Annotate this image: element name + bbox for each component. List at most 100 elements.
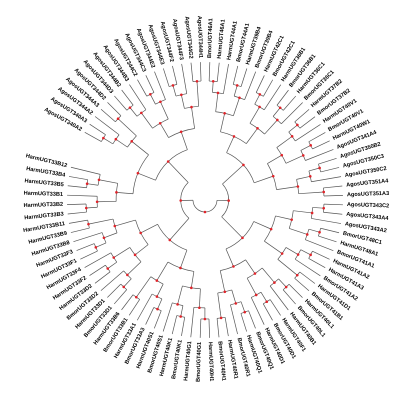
branch: [312, 250, 330, 260]
branch: [199, 288, 201, 308]
leaf-label: BmorUGT46A1: [207, 18, 214, 58]
branch: [285, 247, 299, 255]
node-marker: [140, 111, 143, 115]
branch: [254, 94, 261, 105]
branch: [177, 285, 183, 305]
branch: [127, 261, 142, 276]
node-marker: [241, 236, 244, 240]
branch: [275, 215, 292, 220]
branch: [312, 207, 324, 209]
node-marker: [234, 302, 238, 305]
leaf-label: HarmUGT40G1: [183, 341, 193, 381]
branch: [153, 310, 162, 329]
branch: [76, 243, 95, 251]
branch: [154, 71, 166, 100]
branch: [240, 301, 246, 313]
node-marker: [296, 185, 300, 188]
branch: [267, 154, 282, 164]
branch: [107, 283, 122, 298]
branch: [68, 176, 88, 181]
branch: [190, 307, 195, 338]
node-marker: [179, 130, 183, 134]
branch: [288, 283, 303, 298]
leaf-label: HarmUGT33B2: [24, 202, 64, 209]
branch: [114, 95, 128, 111]
branch: [181, 317, 186, 337]
branch: [250, 297, 265, 325]
branch: [113, 289, 127, 305]
branch: [100, 108, 116, 122]
node-marker: [280, 153, 284, 157]
node-marker: [227, 199, 230, 202]
branch: [68, 219, 88, 224]
node-marker: [136, 171, 140, 175]
branch: [277, 259, 298, 276]
node-marker: [305, 233, 309, 236]
leaf-label: AgosUGT340A2: [43, 107, 83, 133]
node-marker: [318, 230, 321, 234]
branch: [282, 289, 296, 305]
branch: [296, 175, 311, 180]
branch: [190, 271, 195, 288]
branch: [300, 145, 311, 151]
leaf-label: AgosUGT344H1: [196, 16, 203, 58]
branch: [136, 276, 152, 298]
branch: [129, 84, 147, 110]
branch: [300, 249, 311, 256]
node-marker: [203, 210, 207, 214]
branch: [123, 278, 132, 288]
branch: [276, 89, 289, 106]
branch: [231, 289, 237, 304]
node-marker: [271, 174, 275, 178]
branch: [180, 249, 188, 269]
branch: [86, 206, 98, 209]
node-marker: [276, 118, 279, 122]
node-marker: [211, 79, 215, 83]
node-marker: [243, 310, 247, 314]
node-marker: [310, 211, 314, 215]
node-marker: [95, 200, 99, 204]
branch: [305, 239, 334, 252]
branch: [94, 271, 111, 284]
branch: [320, 167, 340, 173]
branch: [156, 283, 164, 297]
node-marker: [176, 303, 179, 306]
branch: [160, 101, 169, 120]
branch: [190, 62, 194, 82]
branch: [87, 183, 99, 186]
branch: [191, 107, 195, 129]
node-marker: [149, 93, 152, 96]
branch: [103, 232, 118, 239]
leaf-label: HarmUGT33B3: [24, 211, 64, 221]
branch: [225, 248, 234, 267]
branch: [172, 85, 177, 97]
branch: [88, 218, 114, 225]
branch: [196, 81, 200, 107]
node-marker: [128, 106, 132, 109]
branch: [293, 210, 313, 214]
leaf-label: HarmUGT40R1: [226, 339, 239, 379]
node-marker: [322, 206, 326, 210]
leaf-label: HarmUGT33B1: [24, 191, 64, 198]
branch: [308, 258, 326, 269]
branch: [255, 75, 265, 93]
node-marker: [278, 106, 282, 110]
branch: [323, 195, 343, 197]
node-marker: [85, 182, 89, 186]
node-marker: [155, 279, 159, 282]
node-marker: [171, 84, 175, 87]
branch: [95, 242, 107, 248]
node-marker: [106, 267, 110, 270]
node-marker: [179, 266, 182, 270]
node-marker: [258, 105, 261, 109]
leaf-label: HarmUGT33B5: [24, 178, 64, 188]
node-marker: [232, 135, 236, 138]
branch: [208, 318, 210, 338]
branch: [295, 124, 321, 142]
leaf-label: BmorUGT40G1: [196, 342, 203, 382]
branch: [245, 259, 256, 274]
branch: [94, 116, 120, 136]
node-marker: [116, 117, 120, 121]
branch: [113, 247, 131, 258]
node-marker: [280, 252, 284, 255]
